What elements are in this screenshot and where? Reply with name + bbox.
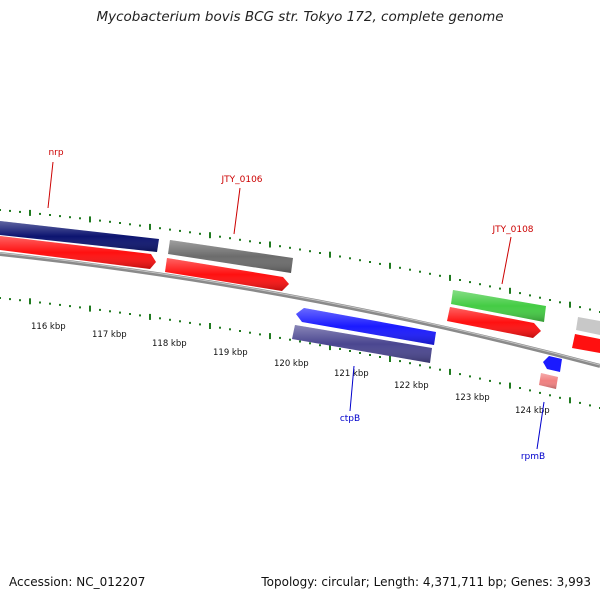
outer-tick-ring	[0, 209, 600, 313]
gene-blue-ctpb-shade	[296, 308, 436, 345]
gene-label-jty0108: JTY_0108	[491, 225, 533, 235]
callout-line-jty0108	[501, 236, 512, 285]
gene-label-ctpb: ctpB	[340, 414, 360, 424]
gene-blue-rpmb-feature	[543, 356, 562, 372]
gene-red-jty0108-shade	[447, 307, 541, 338]
gene-red-nrp-shade	[0, 236, 156, 269]
scale-label-124: 124 kbp	[515, 406, 550, 416]
scale-label-120: 120 kbp	[274, 359, 309, 369]
gene-green-jty0108-shade	[451, 290, 546, 322]
callout-line-ctpb	[349, 365, 355, 412]
gene-label-jty0106: JTY_0106	[220, 175, 262, 185]
gene-label-nrp: nrp	[48, 148, 63, 158]
gene-red-jty0106-shade	[165, 258, 289, 291]
gene-pink-rpmb-shade	[539, 373, 558, 389]
gene-label-rpmb: rpmB	[521, 452, 545, 462]
gene-red-edge-feature	[572, 334, 600, 353]
scale-labels: 116 kbp 117 kbp 118 kbp 119 kbp 120 kbp …	[31, 322, 550, 416]
gene-slate-ctpb-shade	[292, 325, 432, 363]
callout-line-rpmb	[536, 401, 545, 450]
gene-navy-shade	[0, 221, 159, 252]
accession-text: Accession: NC_012207	[9, 575, 146, 589]
scale-label-121: 121 kbp	[334, 369, 369, 379]
genome-backbone	[0, 252, 600, 368]
scale-label-122: 122 kbp	[394, 381, 429, 391]
backbone-highlight	[0, 252, 600, 366]
backbone-line	[0, 252, 600, 368]
gene-callouts: nrp JTY_0106 JTY_0108 ctpB rpmB	[47, 148, 545, 462]
gene-lightgray-edge-feature	[576, 317, 600, 335]
callout-line-jty0106	[233, 187, 241, 235]
callout-line-nrp	[47, 161, 54, 209]
scale-label-118: 118 kbp	[152, 339, 187, 349]
scale-label-116: 116 kbp	[31, 322, 66, 332]
scale-label-117: 117 kbp	[92, 330, 127, 340]
gene-gray-jty0106-shade	[168, 240, 293, 273]
gene-features	[0, 221, 600, 389]
map-title: Mycobacterium bovis BCG str. Tokyo 172, …	[96, 9, 504, 25]
scale-label-119: 119 kbp	[213, 348, 248, 358]
scale-label-123: 123 kbp	[455, 393, 490, 403]
genome-summary-text: Topology: circular; Length: 4,371,711 bp…	[261, 575, 591, 589]
